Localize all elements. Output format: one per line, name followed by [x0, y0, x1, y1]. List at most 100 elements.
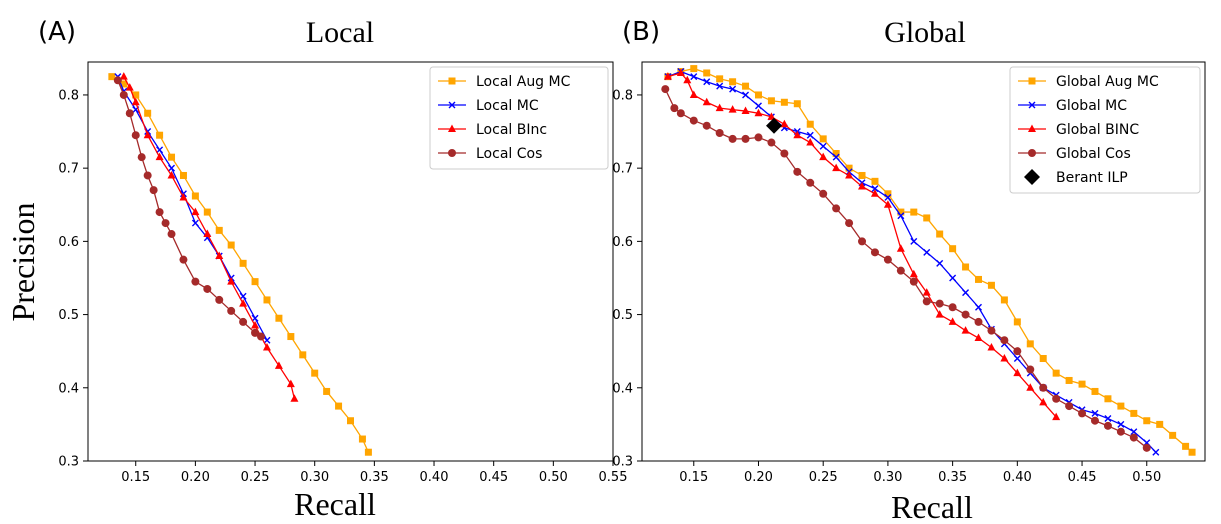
data-point	[144, 109, 152, 117]
data-point	[191, 219, 199, 227]
data-point	[948, 317, 957, 325]
legend: Local Aug MC Local MC Local BInc Local Cos	[429, 66, 609, 170]
series-global-cos	[661, 85, 1151, 452]
data-point	[113, 76, 122, 85]
data-point	[935, 299, 944, 308]
data-point	[689, 90, 698, 98]
data-point	[257, 332, 266, 341]
data-point	[125, 109, 134, 118]
data-point	[108, 73, 116, 81]
legend-item: Global Aug MC	[1018, 74, 1159, 90]
data-point	[884, 193, 892, 201]
data-point	[227, 277, 236, 285]
data-point	[729, 78, 737, 86]
data-point	[716, 75, 724, 83]
data-point	[1182, 442, 1190, 450]
data-point	[1039, 397, 1048, 406]
legend-item: Global Cos	[1018, 146, 1131, 162]
data-point	[742, 82, 750, 90]
data-point	[780, 98, 788, 106]
data-point	[715, 103, 724, 112]
data-point	[819, 135, 827, 143]
data-point	[766, 117, 783, 134]
data-point	[962, 263, 970, 271]
x-axis-label: Recall	[294, 486, 376, 522]
data-point	[251, 321, 260, 329]
data-point	[858, 181, 867, 190]
data-point	[935, 310, 944, 318]
x-tick-label: 0.15	[679, 470, 708, 485]
data-point	[975, 303, 983, 311]
data-point	[1052, 369, 1060, 377]
series-line	[117, 76, 268, 341]
data-point	[663, 72, 672, 80]
data-point	[125, 83, 134, 91]
data-point	[754, 102, 762, 110]
data-point	[690, 65, 698, 73]
data-point	[1143, 417, 1151, 425]
data-point	[1091, 387, 1099, 395]
data-point	[741, 106, 750, 115]
legend-marker	[1024, 169, 1040, 185]
legend-item: Local Aug MC	[438, 74, 571, 90]
series-berant-ilp	[766, 117, 783, 134]
data-point	[191, 192, 199, 200]
data-point	[922, 297, 931, 306]
data-point	[251, 314, 259, 322]
x-axis-label: Recall	[891, 489, 973, 524]
data-point	[1065, 402, 1074, 411]
x-tick-label: 0.30	[300, 470, 329, 485]
data-point	[689, 116, 698, 125]
data-point	[729, 85, 737, 93]
data-point	[239, 317, 248, 326]
data-point	[1078, 380, 1086, 388]
data-point	[227, 306, 236, 315]
data-point	[806, 120, 814, 128]
data-point	[215, 251, 224, 260]
legend-marker	[448, 149, 456, 157]
data-point	[949, 245, 957, 253]
data-point	[287, 333, 295, 341]
data-point	[131, 97, 140, 106]
data-point	[832, 163, 841, 172]
legend-marker	[448, 77, 456, 85]
legend-label: Global MC	[1056, 98, 1127, 114]
legend-label: Local Cos	[476, 146, 542, 162]
data-point	[793, 100, 801, 108]
legend-marker	[1028, 77, 1036, 85]
data-point	[262, 343, 271, 351]
data-point	[179, 255, 188, 264]
data-point	[703, 69, 711, 77]
data-point	[161, 219, 170, 228]
data-point	[896, 266, 905, 275]
legend-label: Local BInc	[476, 122, 547, 138]
plot-area	[661, 65, 1196, 456]
data-point	[936, 259, 944, 267]
data-point	[191, 277, 200, 286]
data-point	[793, 167, 802, 176]
legend-box	[429, 66, 609, 170]
data-point	[754, 133, 763, 142]
data-point	[754, 108, 763, 117]
data-point	[690, 73, 698, 81]
data-point	[1026, 340, 1034, 348]
data-point	[806, 131, 814, 139]
data-point	[239, 292, 247, 300]
chart-title: Local	[306, 16, 374, 49]
legend-item: Berant ILP	[1024, 169, 1128, 186]
data-point	[1116, 427, 1125, 436]
legend-label: Local Aug MC	[476, 74, 571, 90]
legend-label: Global Cos	[1056, 146, 1131, 162]
data-point	[132, 91, 140, 99]
data-point	[870, 189, 879, 197]
x-tick-label: 0.20	[744, 470, 773, 485]
data-point	[179, 192, 188, 201]
x-tick-label: 0.35	[360, 470, 389, 485]
data-point	[239, 259, 247, 267]
data-point	[299, 351, 307, 359]
x-tick-label: 0.50	[1132, 470, 1161, 485]
plot-frame	[87, 61, 614, 462]
data-point	[155, 152, 164, 161]
legend-marker	[1028, 124, 1036, 132]
